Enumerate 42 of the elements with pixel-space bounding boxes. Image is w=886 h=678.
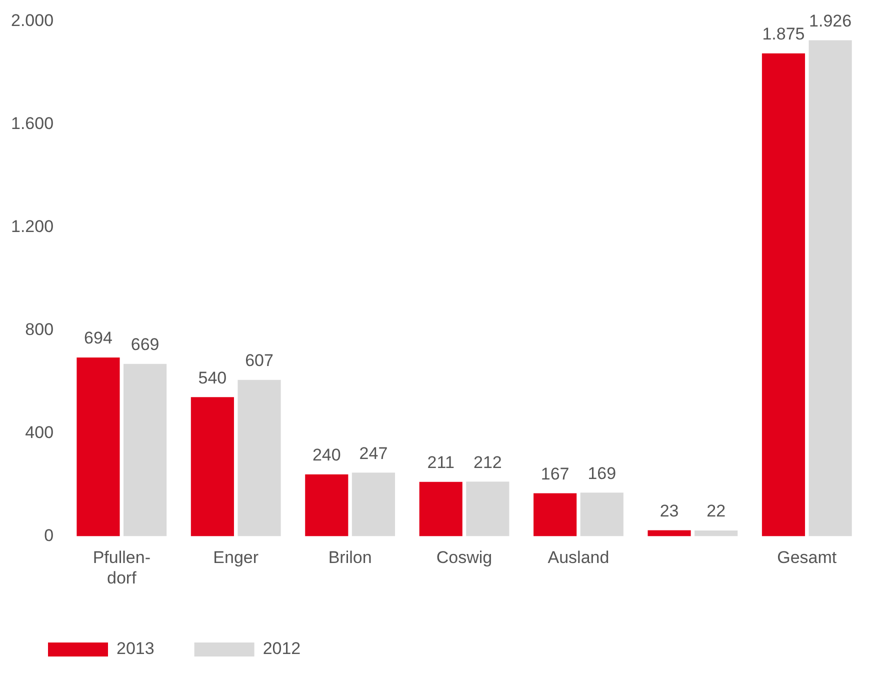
bar xyxy=(466,482,510,536)
data-label: 1.926 xyxy=(809,11,852,30)
y-tick-label: 400 xyxy=(25,422,54,442)
data-label: 211 xyxy=(427,453,454,472)
data-label: 212 xyxy=(473,452,502,472)
data-label: 240 xyxy=(312,446,341,465)
bar xyxy=(694,530,738,536)
legend-label: 2013 xyxy=(116,639,154,658)
y-tick-label: 2.000 xyxy=(10,10,54,30)
bar xyxy=(238,380,281,536)
data-label: 607 xyxy=(245,351,274,370)
y-tick-label: 1.600 xyxy=(10,114,54,133)
bar xyxy=(352,472,396,536)
data-label: 167 xyxy=(540,464,570,484)
data-label: 540 xyxy=(198,368,227,388)
bar xyxy=(190,397,234,536)
x-tick-label: Enger xyxy=(213,548,259,568)
bar xyxy=(76,357,120,536)
data-label: 22 xyxy=(706,502,726,521)
bar xyxy=(648,530,691,536)
bar xyxy=(762,53,806,536)
x-tick-label: Ausland xyxy=(548,548,610,568)
data-label: 23 xyxy=(660,501,679,520)
bar xyxy=(305,474,348,536)
y-tick-label: 1.200 xyxy=(10,216,54,236)
bar xyxy=(808,40,852,536)
data-label: 669 xyxy=(130,335,160,354)
x-tick-label: Brilon xyxy=(328,548,372,568)
legend-label: 2012 xyxy=(262,639,301,658)
bar xyxy=(534,493,577,536)
data-label: 247 xyxy=(359,444,388,463)
data-label: 694 xyxy=(84,328,112,348)
y-tick-label: 800 xyxy=(25,320,54,339)
bar xyxy=(580,492,624,536)
bar xyxy=(419,482,462,536)
bar xyxy=(124,364,167,536)
data-label: 1.875 xyxy=(762,24,805,44)
data-label: 169 xyxy=(588,464,616,483)
x-tick-label: Pfullen-dorf xyxy=(92,548,150,588)
x-tick-label: Coswig xyxy=(436,548,492,568)
y-tick-label: 0 xyxy=(44,526,54,545)
x-tick-label: Gesamt xyxy=(777,548,837,568)
